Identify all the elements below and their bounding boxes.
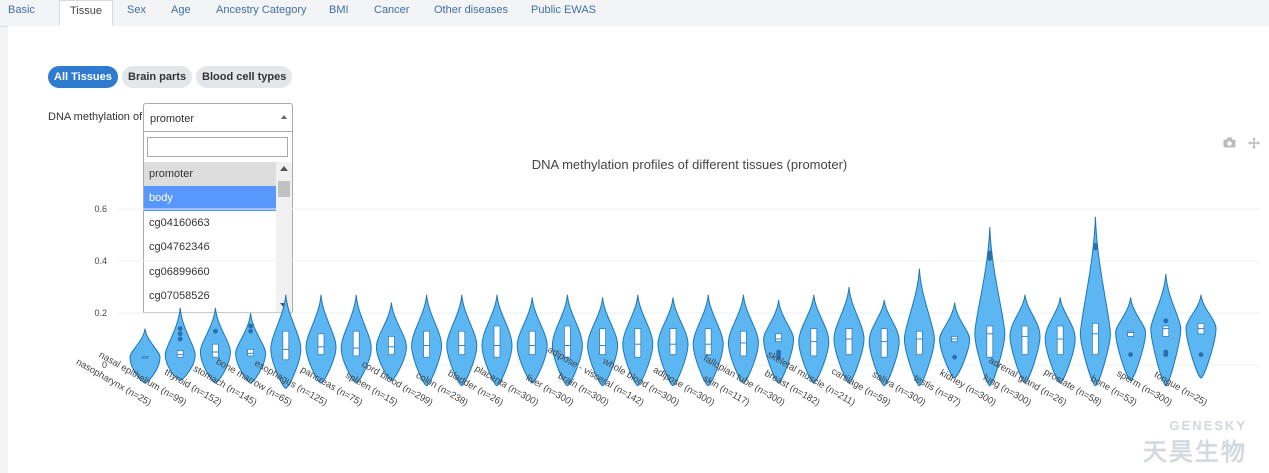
box-iqr bbox=[634, 328, 642, 358]
option-cg07058526[interactable]: cg07058526 bbox=[149, 289, 210, 302]
box-iqr bbox=[916, 330, 923, 356]
selector-label: DNA methylation of bbox=[48, 111, 143, 123]
violin-shape[interactable] bbox=[164, 307, 196, 382]
violin-shape[interactable] bbox=[235, 312, 267, 384]
box-iqr bbox=[1056, 325, 1064, 356]
pill-all-tissues[interactable]: All Tissues bbox=[48, 66, 118, 88]
tab-cancer[interactable]: Cancer bbox=[374, 4, 410, 16]
outlier-point bbox=[1128, 352, 1133, 357]
outlier-point bbox=[177, 336, 183, 342]
methylation-select[interactable]: promoter bbox=[143, 103, 293, 132]
box-iqr bbox=[317, 333, 325, 355]
box-iqr bbox=[564, 325, 571, 358]
tab-basic[interactable]: Basic bbox=[8, 4, 35, 16]
scroll-thumb[interactable] bbox=[278, 181, 290, 197]
caret-up-icon bbox=[281, 115, 287, 119]
pill-brain-parts[interactable]: Brain parts bbox=[122, 66, 193, 88]
box-iqr bbox=[458, 330, 466, 356]
box-iqr bbox=[247, 348, 255, 357]
violin-shape[interactable] bbox=[1115, 297, 1147, 382]
outlier-point bbox=[1198, 352, 1204, 357]
box-iqr bbox=[176, 350, 184, 358]
box-iqr bbox=[599, 328, 606, 356]
violin-shape[interactable] bbox=[974, 227, 1006, 387]
tab-tissue[interactable]: Tissue bbox=[59, 0, 113, 26]
outlier-point bbox=[987, 256, 993, 261]
option-cg06899660[interactable]: cg06899660 bbox=[149, 265, 210, 278]
outlier-point bbox=[213, 328, 218, 334]
outlier-point bbox=[248, 323, 254, 329]
box-iqr bbox=[493, 325, 501, 358]
box-iqr bbox=[1021, 325, 1029, 356]
outlier-point bbox=[952, 354, 957, 360]
chart-title: DNA methylation profiles of different ti… bbox=[531, 157, 848, 172]
watermark-brand: GENESKY bbox=[1169, 418, 1247, 433]
box-iqr bbox=[1127, 330, 1134, 337]
violin-shape[interactable] bbox=[1079, 216, 1111, 387]
dropdown-search-input[interactable] bbox=[147, 137, 288, 157]
tab-sex[interactable]: Sex bbox=[127, 4, 146, 16]
box-iqr bbox=[880, 328, 888, 358]
y-tick-label: 0.4 bbox=[94, 256, 107, 266]
box-iqr bbox=[387, 335, 395, 355]
tab-other-diseases[interactable]: Other diseases bbox=[434, 4, 508, 16]
box-iqr bbox=[845, 328, 853, 356]
option-cg04160663[interactable]: cg04160663 bbox=[149, 216, 210, 229]
tab-bmi[interactable]: BMI bbox=[329, 4, 349, 16]
outlier-point bbox=[1093, 243, 1098, 248]
pan-icon[interactable] bbox=[1248, 137, 1260, 152]
watermark-text: 天昊生物 bbox=[1143, 439, 1247, 466]
option-promoter[interactable]: promoter bbox=[144, 162, 276, 187]
violin-shape[interactable] bbox=[1185, 294, 1217, 379]
y-tick-label: 0.2 bbox=[94, 308, 107, 318]
scroll-up-icon[interactable] bbox=[280, 166, 288, 171]
option-body[interactable]: body bbox=[144, 186, 276, 211]
box-iqr bbox=[282, 330, 290, 361]
tab-public-ewas[interactable]: Public EWAS bbox=[531, 4, 597, 16]
outlier-point bbox=[248, 328, 254, 334]
box-iqr bbox=[211, 343, 219, 358]
outlier-point bbox=[776, 349, 781, 355]
option-cg04762346[interactable]: cg04762346 bbox=[149, 241, 210, 254]
outlier-point bbox=[177, 326, 183, 331]
box-iqr bbox=[1092, 322, 1099, 355]
select-dropdown: promoter body cg04160663 cg04762346 cg06… bbox=[143, 131, 293, 313]
option-list: promoter body cg04160663 cg04762346 cg06… bbox=[144, 162, 276, 312]
box-iqr bbox=[810, 328, 818, 357]
box-iqr bbox=[740, 330, 747, 357]
camera-icon[interactable] bbox=[1223, 137, 1236, 151]
box-iqr bbox=[528, 330, 536, 356]
box-iqr bbox=[423, 330, 431, 358]
outlier-point bbox=[987, 250, 993, 256]
outlier-point bbox=[177, 331, 183, 337]
box-iqr bbox=[669, 328, 677, 356]
tab-age[interactable]: Age bbox=[171, 4, 191, 16]
selected-value: promoter bbox=[150, 113, 195, 125]
box-iqr bbox=[704, 328, 712, 356]
box-iqr bbox=[775, 333, 782, 342]
violin-shape[interactable] bbox=[129, 328, 161, 384]
violin-shape[interactable] bbox=[903, 268, 935, 387]
pill-blood-cell-types[interactable]: Blood cell types bbox=[196, 66, 293, 88]
box-iqr bbox=[352, 330, 360, 357]
y-tick-label: 0.6 bbox=[94, 204, 107, 214]
box-iqr bbox=[986, 325, 994, 358]
y-tick-label: 0 bbox=[102, 360, 107, 370]
outlier-point bbox=[1163, 318, 1169, 324]
outlier-point bbox=[1163, 349, 1169, 355]
box-iqr bbox=[1162, 325, 1170, 337]
tab-ancestry-category[interactable]: Ancestry Category bbox=[216, 4, 307, 16]
